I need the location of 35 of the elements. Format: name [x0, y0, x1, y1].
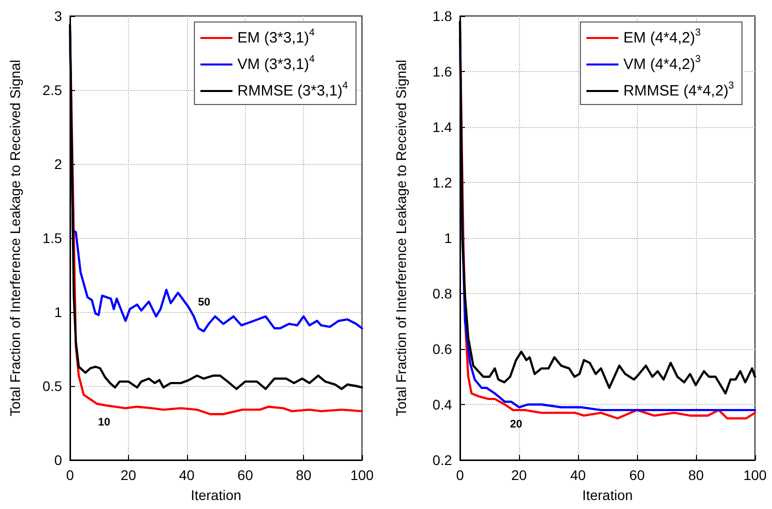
y-tick-label: 1.8: [432, 8, 452, 24]
x-tick-label: 20: [120, 467, 136, 483]
y-tick-label: 3: [54, 8, 62, 24]
y-tick-label: 0.8: [432, 286, 452, 302]
y-tick-label: 1: [444, 230, 452, 246]
y-tick-label: 1.5: [42, 230, 62, 246]
x-tick-label: 0: [66, 467, 74, 483]
y-tick-label: 2: [54, 156, 62, 172]
y-axis-title: Total Fraction of Interference Leakage to Received Signal: [7, 60, 23, 416]
x-tick-label: 80: [688, 467, 704, 483]
annotation: 50: [198, 296, 210, 308]
annotation: 10: [98, 416, 110, 428]
y-tick-label: 0.4: [432, 396, 452, 412]
x-tick-label: 0: [456, 467, 464, 483]
y-tick-label: 0.2: [432, 452, 452, 468]
x-tick-label: 60: [629, 467, 645, 483]
y-axis-title: Total Fraction of Interference Leakage to Received Signal: [393, 60, 409, 416]
y-tick-label: 0: [54, 452, 62, 468]
x-axis-title: Iteration: [190, 487, 242, 503]
x-tick-label: 100: [350, 467, 374, 483]
y-tick-label: 0.5: [42, 378, 62, 394]
y-tick-label: 1.4: [432, 119, 452, 135]
y-tick-label: 0.6: [432, 341, 452, 357]
x-tick-label: 20: [511, 467, 527, 483]
y-tick-label: 1: [54, 304, 62, 320]
x-tick-label: 60: [237, 467, 254, 483]
x-tick-label: 40: [570, 467, 586, 483]
y-tick-label: 1.2: [432, 174, 452, 190]
y-tick-label: 2.5: [42, 82, 62, 98]
x-tick-label: 40: [179, 467, 195, 483]
x-axis-title: Iteration: [582, 487, 633, 503]
y-tick-label: 1.6: [432, 64, 452, 80]
x-tick-label: 80: [296, 467, 312, 483]
annotation: 20: [510, 418, 522, 430]
x-tick-label: 100: [743, 467, 767, 483]
